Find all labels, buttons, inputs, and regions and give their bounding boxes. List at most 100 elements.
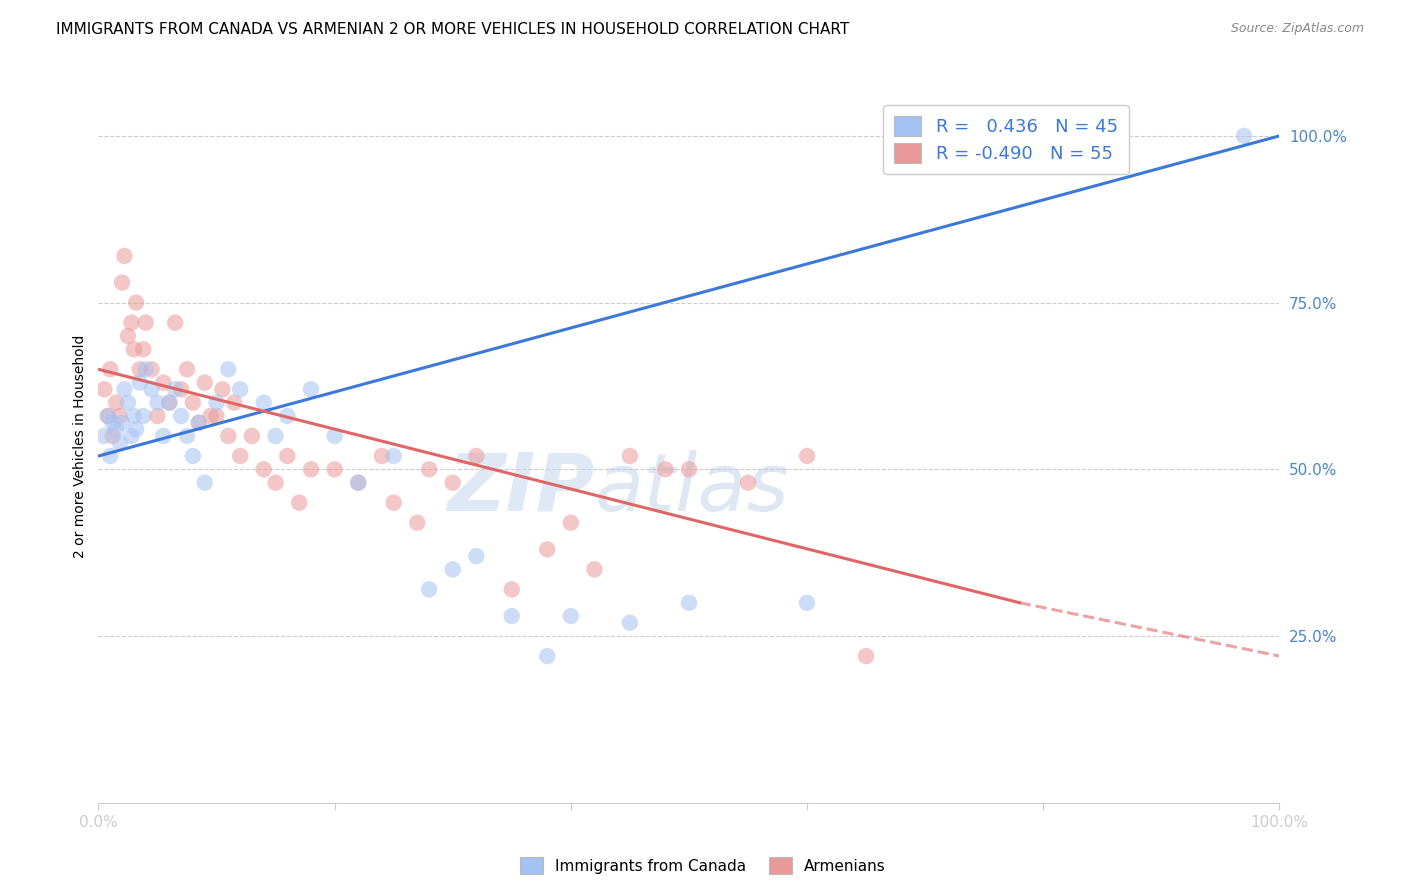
Point xyxy=(382,496,405,510)
Point xyxy=(224,395,246,409)
Point xyxy=(141,382,163,396)
Point xyxy=(418,582,440,597)
Y-axis label: 2 or more Vehicles in Household: 2 or more Vehicles in Household xyxy=(73,334,87,558)
Point xyxy=(152,429,174,443)
Point xyxy=(796,449,818,463)
Point xyxy=(187,416,209,430)
Point xyxy=(371,449,394,463)
Point xyxy=(619,615,641,630)
Point xyxy=(217,429,239,443)
Point xyxy=(170,409,193,423)
Point xyxy=(181,449,204,463)
Point xyxy=(117,395,139,409)
Point xyxy=(121,316,143,330)
Point xyxy=(276,409,298,423)
Point xyxy=(97,409,120,423)
Point xyxy=(264,429,287,443)
Point xyxy=(117,329,139,343)
Point xyxy=(501,582,523,597)
Point xyxy=(678,596,700,610)
Point xyxy=(211,382,233,396)
Text: atlas: atlas xyxy=(595,450,789,528)
Point xyxy=(152,376,174,390)
Point xyxy=(135,362,157,376)
Point xyxy=(678,462,700,476)
Point xyxy=(654,462,676,476)
Point xyxy=(93,382,115,396)
Point xyxy=(465,449,488,463)
Point xyxy=(98,362,121,376)
Point xyxy=(157,395,180,409)
Point xyxy=(122,343,145,357)
Point xyxy=(465,549,488,563)
Point xyxy=(157,395,180,409)
Point xyxy=(501,609,523,624)
Point xyxy=(97,409,120,423)
Point xyxy=(111,276,134,290)
Point xyxy=(583,562,606,576)
Point xyxy=(112,382,135,396)
Point xyxy=(176,362,198,376)
Point xyxy=(122,409,145,423)
Point xyxy=(347,475,370,490)
Point xyxy=(98,449,121,463)
Point xyxy=(418,462,440,476)
Point xyxy=(132,343,155,357)
Point xyxy=(132,409,155,423)
Point xyxy=(240,429,263,443)
Point xyxy=(181,395,204,409)
Point xyxy=(264,475,287,490)
Point xyxy=(560,609,582,624)
Point xyxy=(253,395,276,409)
Point xyxy=(101,429,124,443)
Point xyxy=(112,249,135,263)
Point xyxy=(165,316,187,330)
Point xyxy=(229,382,252,396)
Point xyxy=(200,409,222,423)
Point xyxy=(170,382,193,396)
Point xyxy=(101,416,124,430)
Point xyxy=(105,395,128,409)
Point xyxy=(128,376,150,390)
Point xyxy=(406,516,429,530)
Point xyxy=(276,449,298,463)
Point xyxy=(135,316,157,330)
Point xyxy=(187,416,209,430)
Point xyxy=(125,422,148,436)
Point xyxy=(441,562,464,576)
Point xyxy=(141,362,163,376)
Point xyxy=(299,382,322,396)
Point xyxy=(796,596,818,610)
Point xyxy=(108,435,131,450)
Point xyxy=(299,462,322,476)
Point xyxy=(619,449,641,463)
Point xyxy=(165,382,187,396)
Point xyxy=(108,409,131,423)
Point xyxy=(111,416,134,430)
Text: Source: ZipAtlas.com: Source: ZipAtlas.com xyxy=(1230,22,1364,36)
Point xyxy=(121,429,143,443)
Point xyxy=(253,462,276,476)
Legend: Immigrants from Canada, Armenians: Immigrants from Canada, Armenians xyxy=(513,851,893,880)
Point xyxy=(382,449,405,463)
Point xyxy=(323,429,346,443)
Text: IMMIGRANTS FROM CANADA VS ARMENIAN 2 OR MORE VEHICLES IN HOUSEHOLD CORRELATION C: IMMIGRANTS FROM CANADA VS ARMENIAN 2 OR … xyxy=(56,22,849,37)
Point xyxy=(125,295,148,310)
Point xyxy=(205,395,228,409)
Point xyxy=(194,376,217,390)
Point xyxy=(536,542,558,557)
Point xyxy=(536,649,558,664)
Point xyxy=(441,475,464,490)
Point xyxy=(105,422,128,436)
Text: ZIP: ZIP xyxy=(447,450,595,528)
Point xyxy=(217,362,239,376)
Point xyxy=(229,449,252,463)
Point xyxy=(1233,128,1256,143)
Point xyxy=(176,429,198,443)
Point xyxy=(146,395,169,409)
Point xyxy=(146,409,169,423)
Point xyxy=(347,475,370,490)
Point xyxy=(93,429,115,443)
Point xyxy=(855,649,877,664)
Point xyxy=(128,362,150,376)
